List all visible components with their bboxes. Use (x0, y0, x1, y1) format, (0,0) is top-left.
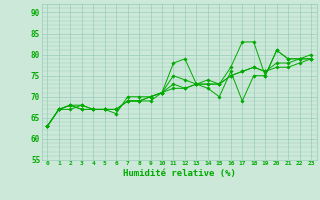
X-axis label: Humidité relative (%): Humidité relative (%) (123, 169, 236, 178)
